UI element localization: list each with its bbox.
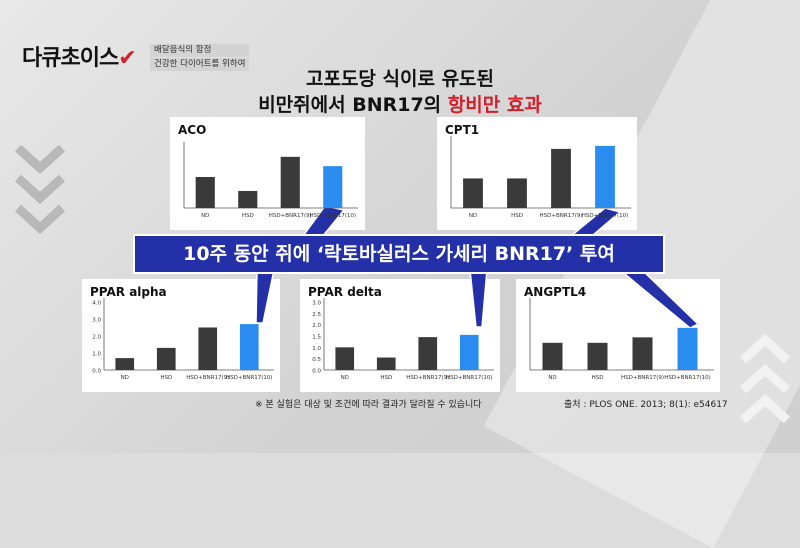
x-tick-label: HSD+BNR17(9) (406, 375, 449, 381)
bar-hsd (587, 342, 608, 370)
disclaimer-note: ※ 본 실험은 대상 및 조건에 따라 결과가 달라질 수 있습니다 (255, 400, 482, 410)
chart-title: PPAR delta (308, 285, 382, 299)
subtitle-line-1: 배달음식의 함정 (150, 44, 250, 57)
bar-hsd (238, 190, 258, 208)
bar-hsd-bnr17-10- (459, 334, 479, 370)
bar-hsd-bnr17-9- (551, 148, 571, 208)
chart-title: ANGPTL4 (524, 285, 586, 299)
x-tick-label: HSD+BNR17(10) (446, 375, 492, 381)
y-tick-label: 3.0 (312, 301, 321, 307)
x-tick-label: HSD+BNR17(9) (540, 213, 583, 219)
x-tick-label: HSD+BNR17(10) (226, 375, 272, 381)
bar-nd (115, 358, 135, 370)
y-tick-label: 1.0 (92, 352, 101, 358)
y-tick-label: 4.0 (92, 301, 101, 307)
bar-hsd-bnr17-9- (198, 327, 218, 370)
chevron-down-icon (14, 144, 66, 235)
bar-hsd (376, 357, 396, 370)
banner-caption: 10주 동안 쥐에 ‘락토바실러스 가세리 BNR17’ 투여 (133, 234, 665, 274)
bar-nd (542, 342, 563, 370)
bar-hsd-bnr17-10- (677, 327, 698, 370)
bar-hsd-bnr17-10- (239, 324, 259, 370)
chart-angptl4: ANGPTL4 ND HSD HSD+BNR17(9) HSD+BNR17(10) (524, 285, 714, 381)
bar-hsd-bnr17-9- (418, 337, 438, 370)
x-tick-label: HSD+BNR17(10) (582, 213, 628, 219)
chart-title: ACO (178, 123, 206, 137)
chart-ppar-delta: PPAR delta 0.0 0.5 1.0 1.5 2.0 2.5 3.0 ND HSD HSD+… (308, 285, 494, 381)
chart-title: CPT1 (445, 123, 479, 137)
x-tick-label: HSD (242, 213, 254, 219)
x-tick-label: HSD (511, 213, 523, 219)
bar-nd (335, 347, 355, 370)
y-tick-label: 3.0 (92, 318, 101, 324)
x-tick-label: HSD+BNR17(10) (310, 213, 356, 219)
x-tick-label: HSD (380, 375, 392, 381)
chart-title: PPAR alpha (90, 285, 167, 299)
x-tick-label: HSD+BNR17(9) (621, 375, 664, 381)
bar-hsd-bnr17-10- (323, 166, 343, 208)
program-logo: 다큐초이스✔ (22, 46, 137, 71)
chart-aco: ACO ND HSD HSD+BNR17(9)HSD+BNR17(10) (178, 123, 358, 219)
x-tick-label: HSD (160, 375, 172, 381)
chart-cpt1: CPT1 ND HSD HSD+BNR17(9) HSD+BNR17(10) (445, 123, 631, 219)
bar-nd (463, 178, 483, 208)
bar-hsd-bnr17-9- (280, 156, 300, 208)
x-tick-label: ND (469, 213, 477, 219)
x-tick-label: HSD (592, 375, 604, 381)
x-tick-label: ND (548, 375, 556, 381)
bar-nd (195, 177, 215, 208)
banner-pointers (255, 205, 700, 329)
program-subtitle: 배달음식의 함정 건강한 다이어트를 위하여 (150, 44, 250, 72)
y-tick-label: 0.5 (312, 357, 321, 363)
bar-hsd-bnr17-10- (595, 145, 615, 208)
headline-line-2: 비만쥐에서 BNR17의 항비만 효과 (258, 94, 542, 116)
x-tick-label: HSD+BNR17(9) (269, 213, 312, 219)
x-tick-label: HSD+BNR17(9) (186, 375, 229, 381)
chevron-up-icon (739, 333, 791, 424)
x-tick-label: ND (201, 213, 209, 219)
x-tick-label: HSD+BNR17(10) (664, 375, 710, 381)
y-tick-label: 0.0 (312, 369, 321, 375)
x-tick-label: ND (341, 375, 349, 381)
bar-hsd (156, 347, 176, 370)
bar-hsd-bnr17-9- (632, 337, 653, 370)
x-tick-label: ND (121, 375, 129, 381)
y-tick-label: 2.0 (92, 335, 101, 341)
source-citation: 출처 : PLOS ONE. 2013; 8(1): e54617 (564, 400, 728, 410)
headline-line-1: 고포도당 식이로 유도된 (305, 68, 495, 90)
y-tick-label: 1.5 (312, 335, 321, 341)
y-tick-label: 0.0 (92, 369, 101, 375)
y-tick-label: 1.0 (312, 346, 321, 352)
y-tick-label: 2.5 (312, 312, 321, 318)
bar-hsd (507, 178, 527, 208)
y-tick-label: 2.0 (312, 323, 321, 329)
subtitle-line-2: 건강한 다이어트를 위하여 (150, 58, 250, 71)
chart-ppar-alpha: PPAR alpha 0.0 1.0 2.0 3.0 4.0 ND HSD HSD+BNR17(… (90, 285, 274, 381)
